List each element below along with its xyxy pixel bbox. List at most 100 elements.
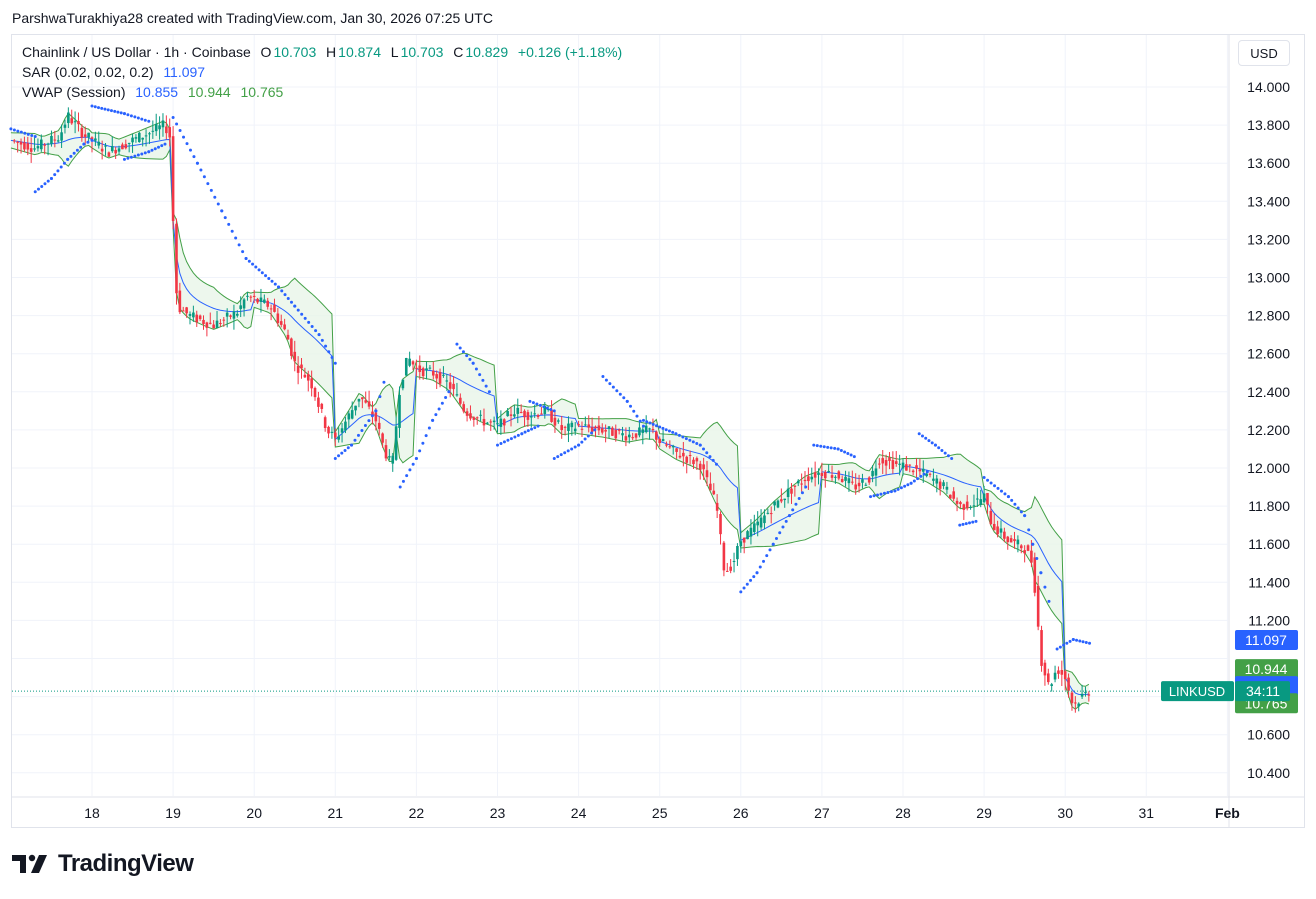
candle-body xyxy=(154,123,158,132)
sar-dot xyxy=(538,403,542,407)
legend-symbol[interactable]: Chainlink / US Dollar · 1h · Coinbase xyxy=(22,44,251,60)
sar-dot xyxy=(346,446,350,450)
sar-dot xyxy=(1055,647,1059,651)
sar-dot xyxy=(267,276,271,280)
x-tick-label: 23 xyxy=(490,805,506,821)
candle-body xyxy=(553,417,557,426)
sar-dot xyxy=(53,173,57,177)
currency-button[interactable]: USD xyxy=(1238,40,1290,66)
sar-dot xyxy=(502,440,506,444)
sar-dot xyxy=(378,395,382,399)
x-tick-label: 25 xyxy=(652,805,668,821)
candle-body xyxy=(756,521,759,526)
sar-dot xyxy=(43,182,47,186)
legend-sar-label[interactable]: SAR (0.02, 0.02, 0.2) xyxy=(22,64,154,80)
candle-body xyxy=(100,148,104,152)
candle-body xyxy=(773,501,776,506)
sar-dot xyxy=(1023,514,1027,518)
sar-dot xyxy=(36,187,40,191)
chart-frame xyxy=(11,34,1305,828)
y-tick-label: 13.600 xyxy=(1247,155,1290,171)
legend-vwap-label[interactable]: VWAP (Session) xyxy=(22,84,126,100)
sar-dot xyxy=(917,432,921,436)
sar-dot xyxy=(122,157,126,161)
candle-body xyxy=(212,324,215,329)
candle-body xyxy=(753,523,756,533)
sar-dot xyxy=(999,489,1003,493)
tradingview-logo-icon xyxy=(12,854,47,873)
sar-dot xyxy=(424,434,428,438)
sar-dot xyxy=(62,161,66,165)
candle-body xyxy=(1036,585,1040,627)
sar-dot xyxy=(290,300,294,304)
candle-body xyxy=(786,488,790,498)
legend-c-label: C xyxy=(453,44,464,60)
sar-dot xyxy=(317,333,321,337)
sar-dot xyxy=(324,344,328,348)
candle-body xyxy=(225,312,229,317)
candle-body xyxy=(712,490,716,495)
sar-dot xyxy=(570,447,574,451)
candle-body xyxy=(192,312,195,318)
candle-body xyxy=(236,313,239,316)
candle-body xyxy=(759,517,763,528)
vwap-line xyxy=(10,136,1089,696)
sar-dot xyxy=(615,389,619,393)
candle-body xyxy=(604,429,607,432)
sar-dot xyxy=(752,575,756,579)
candle-body xyxy=(1003,531,1006,539)
countdown-tag-bg xyxy=(1235,681,1290,702)
sar-dot xyxy=(499,442,503,446)
candle-body xyxy=(651,429,655,431)
tradingview-logo[interactable]: TradingView xyxy=(12,850,194,878)
sar-dot xyxy=(26,132,30,136)
symbol-tag-bg xyxy=(1161,681,1234,702)
candle-body xyxy=(1009,538,1013,543)
sar-dot xyxy=(363,424,367,428)
candle-body xyxy=(144,135,148,137)
candle-body xyxy=(114,149,117,154)
sar-dot xyxy=(784,519,788,523)
candle-body xyxy=(746,531,749,540)
candle-body xyxy=(337,436,340,440)
candle-body xyxy=(513,414,516,417)
sar-dot xyxy=(765,554,769,558)
sar-dot xyxy=(920,434,924,438)
legend-close: 10.829 xyxy=(465,44,509,60)
candle-body xyxy=(73,121,77,123)
candle-body xyxy=(344,421,347,431)
candle-body xyxy=(803,479,807,482)
candle-body xyxy=(33,148,36,150)
sar-dot xyxy=(629,404,633,408)
candle-body xyxy=(1013,539,1016,542)
candle-body xyxy=(827,471,830,473)
sar-dot xyxy=(143,118,147,122)
candle-body xyxy=(776,500,780,508)
sar-dot xyxy=(431,418,435,422)
sar-dot xyxy=(822,445,826,449)
sar-dot xyxy=(872,494,876,498)
candle-body xyxy=(823,471,827,479)
candle-body xyxy=(932,478,935,481)
sar-dot xyxy=(974,519,978,523)
candle-body xyxy=(208,322,212,324)
sar-dot xyxy=(691,440,695,444)
sar-dot xyxy=(705,451,709,455)
sar-dot xyxy=(535,402,539,406)
price-tag-label: 10.944 xyxy=(1245,661,1288,677)
sar-dot xyxy=(72,151,76,155)
candle-body xyxy=(269,308,273,310)
sar-dot xyxy=(523,430,527,434)
y-tick-label: 13.000 xyxy=(1247,270,1290,286)
sar-dot xyxy=(353,438,357,442)
sar-dot xyxy=(241,250,245,254)
sar-dot xyxy=(536,424,540,428)
sar-dot xyxy=(277,285,281,289)
candle-body xyxy=(878,463,881,465)
candle-body xyxy=(1087,694,1091,696)
candle-body xyxy=(952,491,955,499)
x-tick-label: 28 xyxy=(895,805,911,821)
legend-vwap-row: VWAP (Session) 10.855 10.944 10.765 xyxy=(22,82,624,102)
x-tick-label: 27 xyxy=(814,805,830,821)
